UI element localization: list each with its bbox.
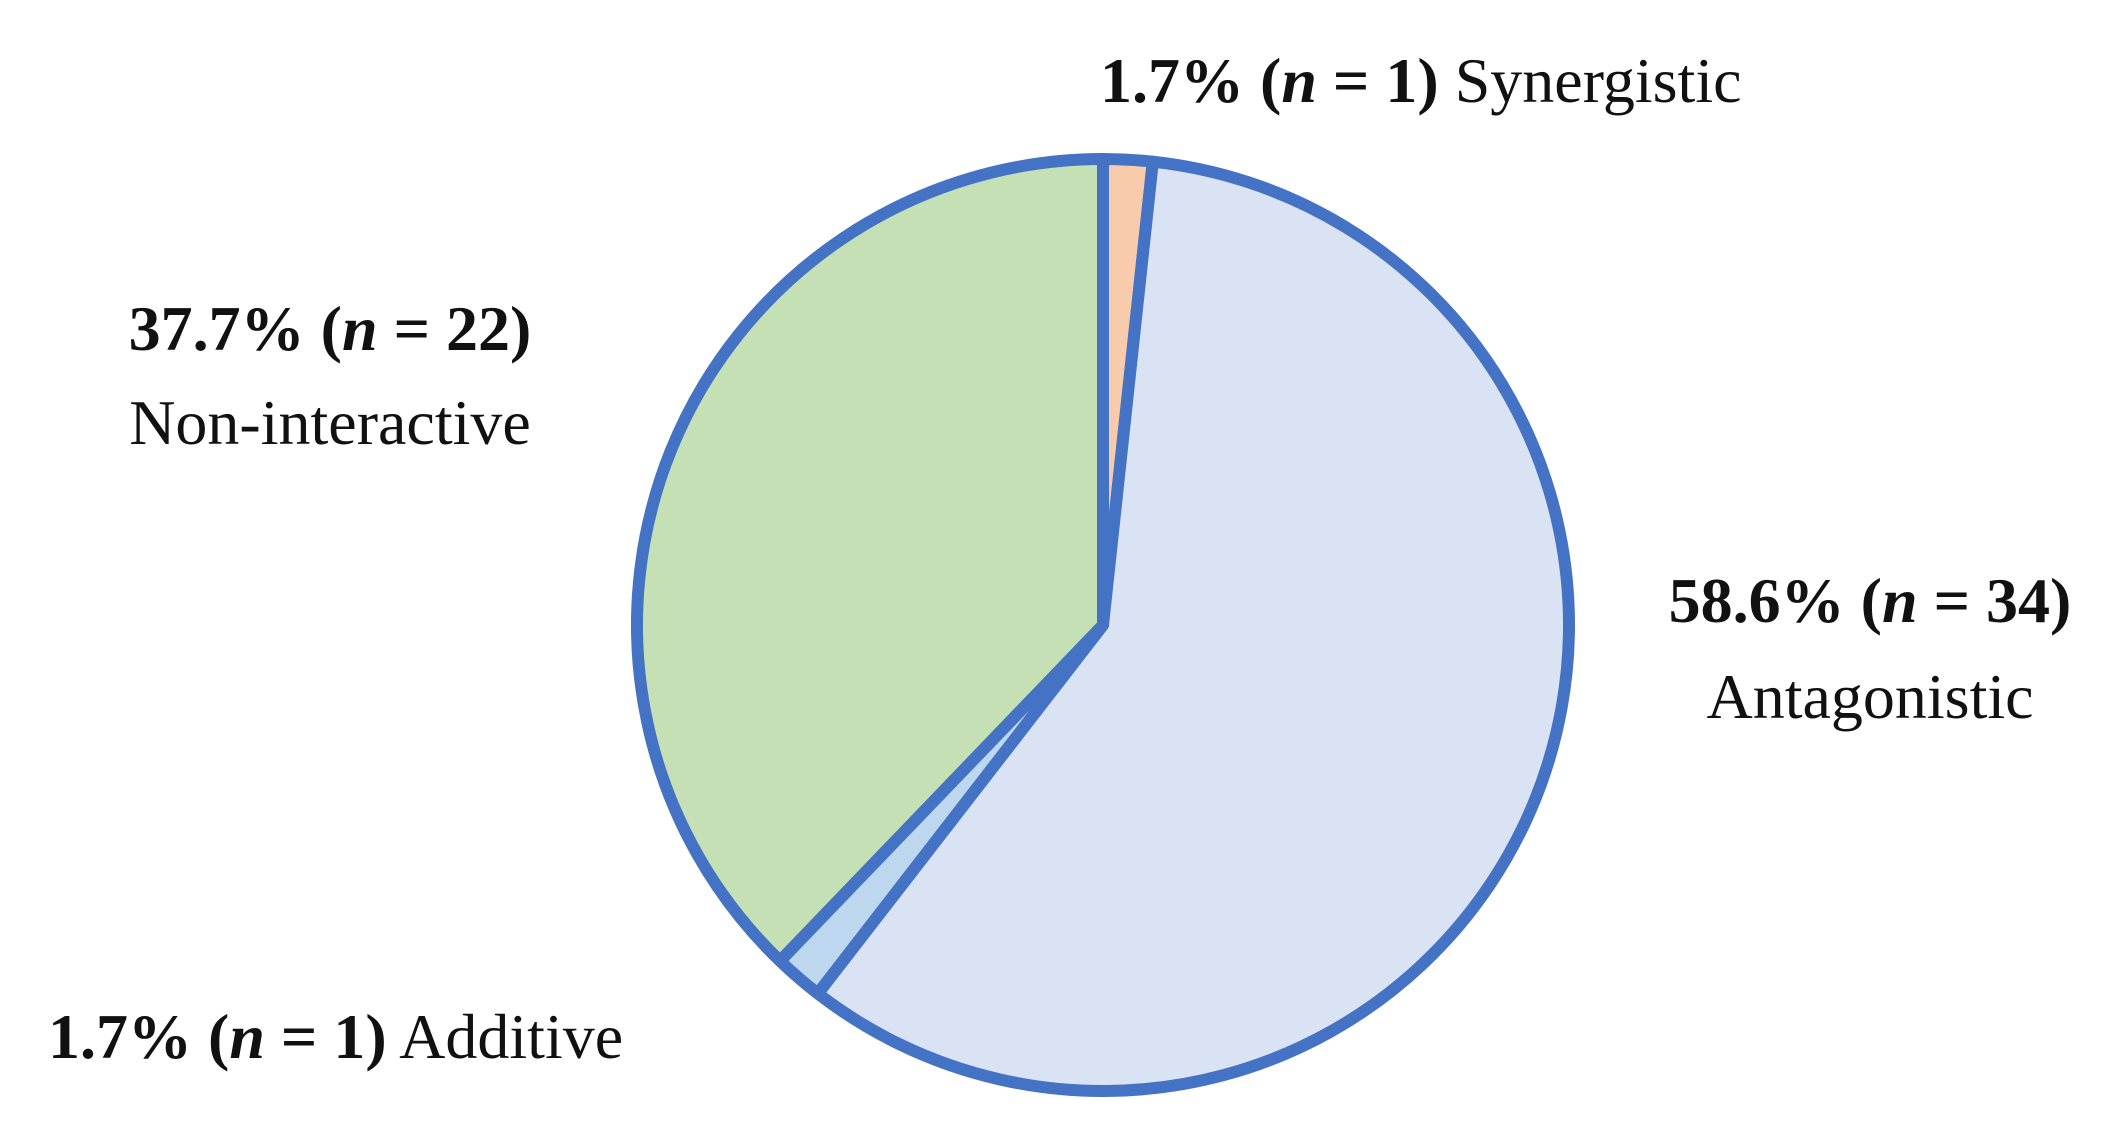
label-category: Non-interactive — [129, 387, 531, 458]
data-label-additive-value: 1.7% (n = 1) Additive — [48, 1001, 623, 1072]
label-n-variable: n — [229, 1001, 265, 1072]
data-label-synergistic: 1.7% (n = 1) Synergistic — [1100, 45, 1742, 116]
data-label-non-interactive-value: 37.7% (n = 22) — [129, 293, 532, 364]
pie-slice-non-interactive — [630, 153, 1109, 967]
label-n-variable: n — [1882, 565, 1918, 636]
label-n-count: = 34) — [1918, 565, 2072, 636]
label-n-count: = 1) — [1317, 45, 1439, 116]
label-percent: 58.6% ( — [1669, 565, 1882, 636]
data-label-synergistic-value: 1.7% (n = 1) Synergistic — [1100, 45, 1742, 116]
data-label-antagonistic-value: 58.6% (n = 34) — [1669, 565, 2072, 636]
label-n-count: = 1) — [265, 1001, 387, 1072]
label-n-variable: n — [1281, 45, 1317, 116]
label-percent: 37.7% ( — [129, 293, 342, 364]
label-category: Additive — [399, 1001, 623, 1072]
label-space — [1439, 45, 1455, 116]
label-n-variable: n — [342, 293, 378, 364]
label-percent: 1.7% ( — [48, 1001, 229, 1072]
label-space — [387, 1001, 399, 1072]
label-category: Antagonistic — [1706, 661, 2033, 732]
label-category: Synergistic — [1455, 45, 1742, 116]
data-label-additive: 1.7% (n = 1) Additive — [48, 1001, 623, 1072]
label-percent: 1.7% ( — [1100, 45, 1281, 116]
label-n-count: = 22) — [378, 293, 532, 364]
pie-slice-antagonistic — [811, 155, 1575, 1097]
data-label-non-interactive: 37.7% (n = 22) Non-interactive — [129, 293, 532, 458]
data-label-antagonistic: 58.6% (n = 34) Antagonistic — [1669, 565, 2072, 732]
pie-slices — [630, 153, 1575, 1097]
